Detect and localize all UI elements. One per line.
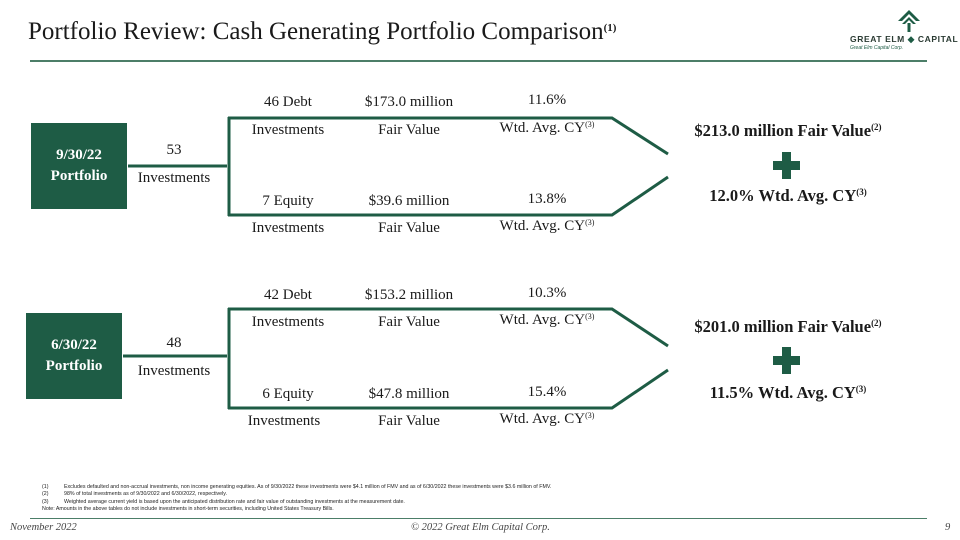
debt-current-yield: 11.6% xyxy=(527,92,567,108)
portfolio-label: Portfolio xyxy=(50,168,108,184)
portfolio-box-2: 6/30/22 Portfolio xyxy=(26,313,122,399)
connector-equity-2 xyxy=(228,368,669,410)
page-number: 9 xyxy=(945,522,951,533)
title-footnote-ref: (1) xyxy=(603,22,617,34)
footnote: (3) Weighted average current yield is bas… xyxy=(42,498,405,505)
investment-count: 48 xyxy=(166,335,182,351)
logo-mark-icon xyxy=(898,10,920,32)
debt-fair-value-label: Fair Value xyxy=(378,314,440,330)
connector-equity-1 xyxy=(228,175,669,217)
footer-copyright: © 2022 Great Elm Capital Corp. xyxy=(411,522,550,533)
debt-current-yield-label: Wtd. Avg. CY(3) xyxy=(499,312,595,328)
debt-current-yield: 10.3% xyxy=(527,285,567,301)
debt-current-yield-label: Wtd. Avg. CY(3) xyxy=(499,120,595,136)
title-divider xyxy=(30,60,927,62)
debt-fair-value-label: Fair Value xyxy=(378,122,440,138)
portfolio-date: 6/30/22 xyxy=(51,337,97,353)
investment-count: 53 xyxy=(166,142,182,158)
debt-label: Investments xyxy=(251,122,325,138)
portfolio-date: 9/30/22 xyxy=(56,147,102,163)
footnote: (1) Excludes defaulted and non-accrual in… xyxy=(42,484,552,490)
total-fair-value: $213.0 million Fair Value(2) xyxy=(694,121,882,140)
debt-label: Investments xyxy=(251,314,325,330)
footer-divider xyxy=(30,518,927,519)
equity-current-yield-label: Wtd. Avg. CY(3) xyxy=(499,411,595,427)
plus-icon-2-h xyxy=(773,356,800,365)
equity-label: Investments xyxy=(251,220,325,236)
portfolio-box-1: 9/30/22 Portfolio xyxy=(31,123,127,209)
equity-fair-value: $39.6 million xyxy=(368,193,450,209)
footnote: (2) 98% of total investments as of 9/30/2… xyxy=(42,491,228,498)
debt-count: 46 Debt xyxy=(264,94,312,110)
equity-current-yield: 13.8% xyxy=(527,191,567,207)
equity-fair-value-label: Fair Value xyxy=(378,413,440,429)
investment-count-label: Investments xyxy=(137,363,211,379)
total-current-yield: 12.0% Wtd. Avg. CY(3) xyxy=(709,186,867,205)
equity-count: 6 Equity xyxy=(262,386,314,402)
total-fair-value: $201.0 million Fair Value(2) xyxy=(694,317,882,336)
total-current-yield: 11.5% Wtd. Avg. CY(3) xyxy=(709,383,867,402)
plus-icon-1-h xyxy=(773,161,800,170)
logo-subtitle: Great Elm Capital Corp. xyxy=(850,45,904,51)
portfolio-label: Portfolio xyxy=(45,358,103,374)
footer-date: November 2022 xyxy=(10,522,77,533)
debt-fair-value: $173.0 million xyxy=(364,94,454,110)
company-logo: GREAT ELM ◆ CAPITAL Great Elm Capital Co… xyxy=(846,10,959,54)
equity-label: Investments xyxy=(247,413,321,429)
page-title: Portfolio Review: Cash Generating Portfo… xyxy=(28,18,617,45)
connector-debt-1 xyxy=(228,116,669,156)
equity-count: 7 Equity xyxy=(262,193,314,209)
equity-current-yield-label: Wtd. Avg. CY(3) xyxy=(499,218,595,234)
investment-count-label: Investments xyxy=(137,170,211,186)
footnotes: (1) Excludes defaulted and non-accrual in… xyxy=(42,484,551,513)
equity-current-yield: 15.4% xyxy=(527,384,567,400)
debt-count: 42 Debt xyxy=(264,287,312,303)
debt-fair-value: $153.2 million xyxy=(364,287,454,303)
equity-fair-value: $47.8 million xyxy=(368,386,450,402)
footnote-note: Note: Amounts in the above tables do not… xyxy=(42,505,334,512)
equity-fair-value-label: Fair Value xyxy=(378,220,440,236)
connector-debt-2 xyxy=(228,307,669,348)
logo-name: GREAT ELM ◆ CAPITAL xyxy=(850,34,959,44)
